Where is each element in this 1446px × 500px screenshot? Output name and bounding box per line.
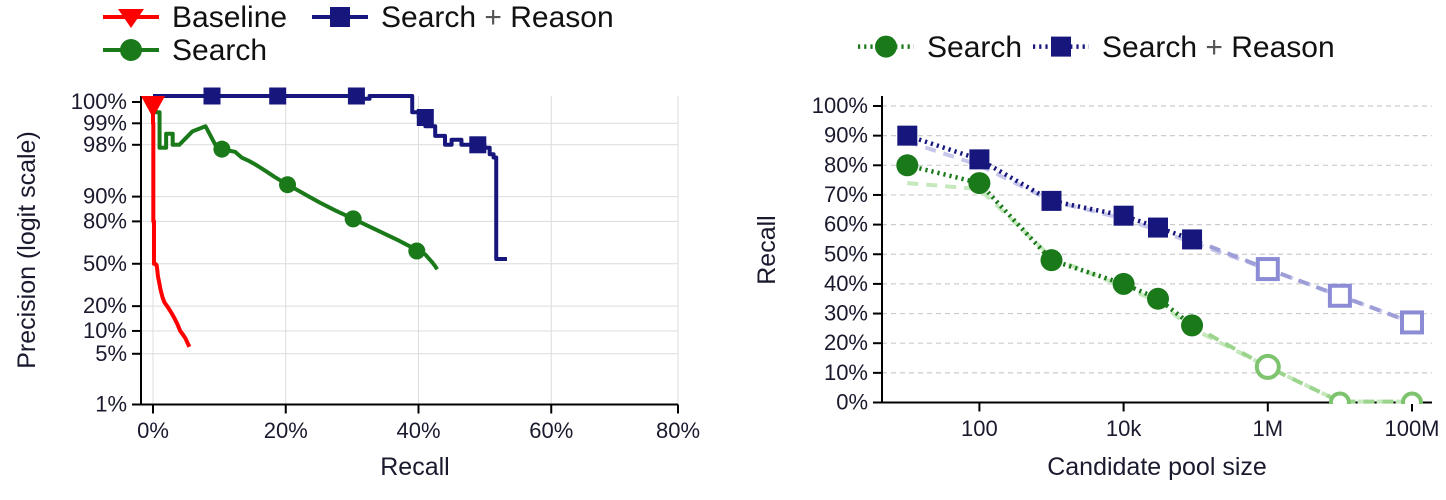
svg-text:30%: 30% <box>824 301 868 326</box>
svg-text:Precision (logit scale): Precision (logit scale) <box>13 131 41 369</box>
svg-text:60%: 60% <box>824 212 868 237</box>
svg-text:1%: 1% <box>95 392 127 417</box>
svg-text:Recall: Recall <box>380 453 449 481</box>
svg-text:Search: Search <box>172 34 267 67</box>
svg-text:60%: 60% <box>529 418 573 443</box>
svg-text:20%: 20% <box>83 293 127 318</box>
svg-text:10%: 10% <box>824 360 868 385</box>
svg-text:40%: 40% <box>396 418 440 443</box>
svg-text:100%: 100% <box>812 93 868 118</box>
svg-text:5%: 5% <box>95 341 127 366</box>
svg-text:80%: 80% <box>824 152 868 177</box>
svg-text:70%: 70% <box>824 182 868 207</box>
svg-text:0%: 0% <box>836 390 868 415</box>
svg-text:50%: 50% <box>83 251 127 276</box>
svg-text:80%: 80% <box>83 209 127 234</box>
svg-text:0%: 0% <box>137 418 169 443</box>
svg-text:90%: 90% <box>83 184 127 209</box>
svg-text:100: 100 <box>961 416 998 441</box>
svg-text:80%: 80% <box>656 418 700 443</box>
svg-text:Recall: Recall <box>753 215 781 284</box>
svg-text:100M: 100M <box>1384 416 1439 441</box>
svg-text:20%: 20% <box>824 330 868 355</box>
svg-text:10k: 10k <box>1106 416 1142 441</box>
svg-text:Baseline: Baseline <box>172 1 287 34</box>
svg-text:Search: Search <box>927 31 1022 64</box>
svg-text:Search + Reason: Search + Reason <box>1102 31 1335 64</box>
svg-text:10%: 10% <box>83 318 127 343</box>
svg-text:1M: 1M <box>1253 416 1284 441</box>
svg-text:Candidate pool size: Candidate pool size <box>1047 453 1267 481</box>
svg-text:98%: 98% <box>83 132 127 157</box>
svg-text:50%: 50% <box>824 241 868 266</box>
svg-text:Search + Reason: Search + Reason <box>381 1 614 34</box>
svg-text:20%: 20% <box>264 418 308 443</box>
svg-text:90%: 90% <box>824 123 868 148</box>
svg-text:40%: 40% <box>824 271 868 296</box>
